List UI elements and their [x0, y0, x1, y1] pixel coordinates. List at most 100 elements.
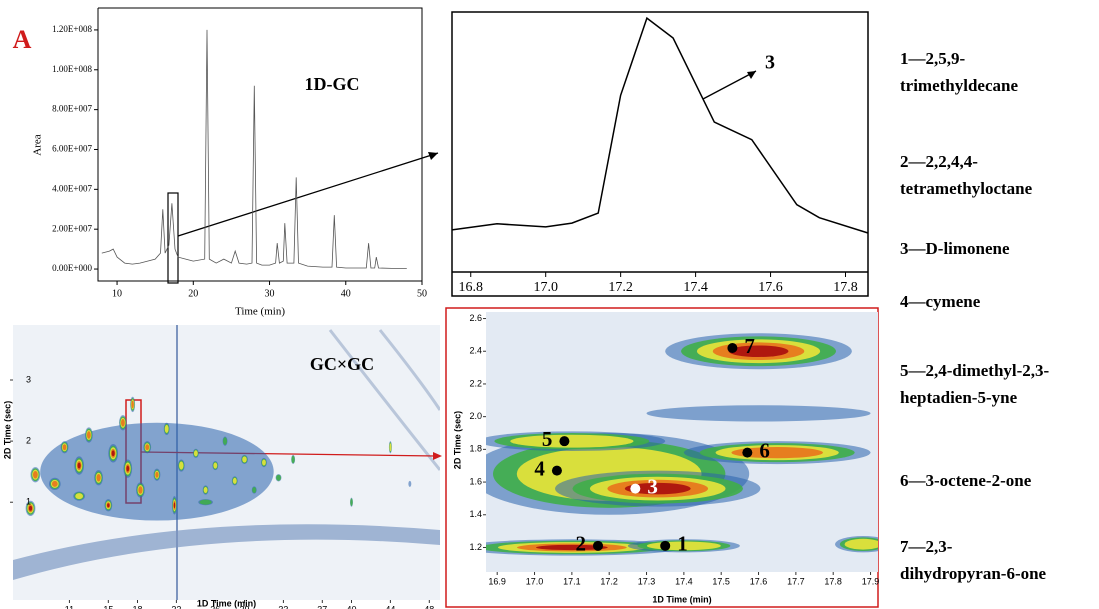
compound-label: heptadien-5-yne: [900, 388, 1018, 407]
x-tick-label: 40: [341, 288, 351, 299]
y-tick-label: 1.20E+008: [52, 24, 92, 34]
peak-label: 6: [759, 438, 770, 462]
y-tick-label: 6.00E+007: [52, 144, 92, 154]
x-tick-label: 17.9: [862, 576, 880, 586]
compound-label: tetramethyloctane: [900, 179, 1033, 198]
y-tick-label: 8.00E+007: [52, 104, 92, 114]
zoom-frame: [451, 11, 869, 297]
spot: [96, 474, 101, 482]
y-tick-label: 3: [26, 374, 31, 384]
x-tick-label: 17.8: [824, 576, 842, 586]
compound-list: 1—2,5,9- trimethyldecane 2—2,2,4,4- tetrame…: [900, 49, 1050, 583]
spot: [173, 502, 176, 509]
spot: [77, 462, 81, 469]
y-tick-label: 2.6: [469, 313, 482, 323]
x-tick-label: 17.6: [750, 576, 768, 586]
x-tick-label: 48: [424, 604, 434, 609]
x-tick-label: 17.0: [526, 576, 544, 586]
x-tick-label: 33: [278, 604, 288, 609]
peak-label: 1: [677, 532, 688, 556]
chart-title: GC×GC: [310, 354, 374, 374]
annotation: 3: [765, 52, 775, 74]
spot: [131, 400, 134, 409]
x-tick-label: 16.9: [488, 576, 506, 586]
spot: [728, 345, 789, 358]
spot: [350, 498, 353, 507]
x-tick-label: 40: [346, 604, 356, 609]
spot: [28, 505, 33, 511]
x-tick-label: 17.3: [638, 576, 656, 586]
spot: [75, 493, 83, 500]
y-tick-label: 1.2: [469, 542, 482, 552]
y-tick-label: 1.8: [469, 444, 482, 454]
compound-label: 6—3-octene-2-one: [900, 471, 1032, 490]
spot: [262, 459, 266, 466]
x-tick-label: 50: [417, 288, 427, 299]
x-tick-label: 10: [112, 288, 122, 299]
spot: [107, 503, 110, 508]
spot: [199, 499, 212, 505]
spot: [232, 477, 237, 484]
streak: [378, 329, 440, 411]
x-axis-label: 1D Time (min): [197, 598, 256, 608]
spot: [252, 486, 257, 494]
y-tick-label: 2.00E+007: [52, 223, 92, 233]
panel-label: A: [13, 25, 32, 54]
peak-marker: [559, 436, 570, 447]
axis: [97, 7, 423, 282]
spot: [223, 437, 228, 445]
arrow-head: [428, 152, 438, 160]
annotation-arrow: [702, 70, 757, 100]
compound-label: 3—D-limonene: [900, 239, 1010, 258]
arrow-head: [433, 452, 442, 460]
y-tick-label: 2: [26, 435, 31, 445]
x-tick-label: 17.7: [787, 576, 805, 586]
spot: [213, 462, 218, 469]
y-tick-label: 1.4: [469, 509, 482, 519]
spot: [844, 538, 878, 550]
peak-marker: [630, 483, 641, 494]
x-axis-label: 1D Time (min): [652, 594, 711, 604]
y-tick-label: 1.00E+008: [52, 64, 92, 74]
y-tick-label: 2.0: [469, 411, 482, 421]
data-line: [451, 16, 869, 234]
zoom-box: [167, 192, 179, 284]
peak-marker: [593, 540, 603, 551]
spot: [242, 456, 247, 463]
spot: [138, 486, 143, 494]
x-tick-label: 17.8: [833, 280, 858, 295]
spot: [510, 434, 634, 448]
x-tick-label: 20: [188, 288, 198, 299]
spot: [86, 431, 91, 439]
x-tick-label: 29: [239, 604, 249, 609]
x-tick-label: 22: [171, 604, 181, 609]
spot: [62, 444, 67, 451]
compound-label: 2—2,2,4,4-: [900, 152, 978, 171]
spot: [193, 450, 198, 457]
x-tick-label: 17.0: [533, 280, 558, 295]
peak-label: 7: [744, 334, 755, 358]
compound-label: 4—cymene: [900, 292, 981, 311]
streak: [328, 329, 440, 471]
spot: [291, 455, 295, 464]
x-tick-label: 17.2: [608, 280, 633, 295]
x-tick-label: 26: [210, 604, 220, 609]
spot: [536, 544, 608, 551]
spot: [624, 482, 691, 495]
peak-label: 4: [534, 456, 545, 480]
spot: [145, 444, 150, 451]
compound-label: 5—2,4-dimethyl-2,3-: [900, 361, 1050, 380]
peak-label: 3: [647, 474, 658, 498]
x-axis-label: Time (min): [235, 306, 285, 318]
spot: [121, 419, 125, 427]
y-tick-label: 1.6: [469, 476, 482, 486]
arrow-head: [747, 71, 756, 79]
y-axis-label: Area: [32, 134, 44, 155]
y-tick-label: 1: [26, 497, 31, 507]
peak-marker: [727, 342, 738, 353]
x-tick-label: 37: [317, 604, 327, 609]
x-tick-label: 17.4: [683, 280, 708, 295]
heatmap-layer: [486, 333, 878, 556]
compound-label: trimethyldecane: [900, 76, 1018, 95]
y-tick-label: 4.00E+007: [52, 183, 92, 193]
